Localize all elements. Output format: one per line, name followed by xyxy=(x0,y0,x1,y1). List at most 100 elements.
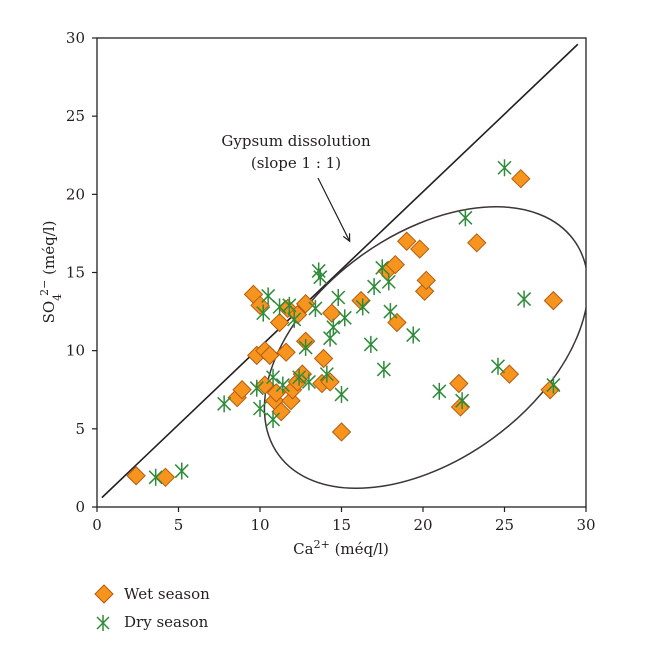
dry-season-point xyxy=(282,296,297,314)
legend-dry-marker xyxy=(96,615,110,631)
dry-season-point xyxy=(326,318,341,336)
wet-season-point xyxy=(410,239,430,259)
x-tick-label: 5 xyxy=(174,516,184,534)
dry-season-point xyxy=(546,376,561,394)
dry-season-point xyxy=(381,273,396,291)
dry-season-point xyxy=(319,365,334,383)
legend-wet-label: Wet season xyxy=(124,585,210,603)
y-tick-label: 20 xyxy=(66,185,85,203)
dry-season-point xyxy=(266,410,281,428)
dry-season-point xyxy=(252,400,268,418)
dry-season-point xyxy=(217,395,232,413)
wet-season-point xyxy=(250,295,270,316)
wet-season-point xyxy=(276,342,296,362)
dry-season-point xyxy=(458,209,473,227)
annotation-line2: (slope 1 : 1) xyxy=(251,154,341,172)
data-points xyxy=(126,159,564,488)
wet-season-point xyxy=(295,294,316,314)
x-tick-label: 0 xyxy=(92,516,102,534)
dry-season-point xyxy=(383,303,398,321)
wet-season-point xyxy=(126,466,146,486)
y-tick-label: 10 xyxy=(66,342,85,360)
y-axis-title-sup: 2− xyxy=(38,280,51,296)
gypsum-reference-line xyxy=(101,43,579,499)
dry-season-point xyxy=(337,309,352,327)
series-wet-season xyxy=(126,168,564,488)
wet-season-point xyxy=(260,345,280,366)
legend-wet-marker xyxy=(94,584,114,604)
y-tick-label: 0 xyxy=(75,498,85,516)
dry-season-point xyxy=(376,360,391,378)
wet-season-point xyxy=(467,233,487,253)
axis-tick-labels: 0 5 10 15 20 25 30 0 5 10 15 20 25 30 xyxy=(66,29,596,534)
wet-season-point xyxy=(543,290,564,311)
y-axis-title-sub: 4 xyxy=(51,294,64,301)
dry-season-point xyxy=(174,462,189,480)
dry-season-point xyxy=(432,382,447,400)
wet-season-point xyxy=(232,380,252,400)
axis-ticks xyxy=(92,37,587,512)
y-tick-label: 25 xyxy=(66,107,85,125)
y-axis-title: SO42− (méq/l) xyxy=(38,221,64,324)
dry-season-point xyxy=(261,287,276,305)
dry-season-point xyxy=(275,376,290,394)
wet-season-point xyxy=(271,401,291,422)
x-axis-title-unit: (méq/l) xyxy=(330,540,389,558)
dry-season-point xyxy=(497,159,512,177)
wet-season-point xyxy=(450,397,471,417)
wet-season-point xyxy=(396,231,417,251)
annotation-arrow xyxy=(317,177,351,242)
dry-season-point xyxy=(517,290,532,308)
y-tick-label: 30 xyxy=(66,29,85,47)
legend: Wet season Dry season xyxy=(94,584,210,631)
wet-season-point xyxy=(449,373,469,394)
wet-season-point xyxy=(313,348,334,369)
dry-season-point xyxy=(323,329,338,347)
y-axis-title-unit: (méq/l) xyxy=(40,221,58,280)
wet-season-point xyxy=(269,312,290,333)
x-tick-label: 20 xyxy=(413,516,432,534)
wet-season-point xyxy=(281,390,301,411)
dry-season-point xyxy=(367,278,382,296)
y-axis-title-base: SO xyxy=(40,301,58,324)
dry-season-point xyxy=(490,357,506,375)
dry-season-point xyxy=(249,379,264,397)
x-axis-title: Ca2+ (méq/l) xyxy=(293,538,389,559)
dry-season-point xyxy=(313,268,328,286)
wet-season-point xyxy=(416,270,436,291)
x-tick-label: 25 xyxy=(495,516,514,534)
wet-season-point xyxy=(511,168,531,189)
annotation-line1: Gypsum dissolution xyxy=(221,132,371,150)
wet-season-point xyxy=(385,254,405,275)
dry-season-point xyxy=(331,289,346,307)
y-tick-label: 5 xyxy=(75,420,85,438)
dry-season-point xyxy=(334,385,349,403)
wet-season-point xyxy=(331,422,352,442)
dry-season-point xyxy=(148,468,163,486)
dry-season-point xyxy=(375,259,390,277)
x-tick-label: 30 xyxy=(576,516,595,534)
annotation-arrowhead xyxy=(342,233,351,243)
dry-season-point xyxy=(287,310,302,328)
dry-season-point xyxy=(266,368,281,386)
x-tick-label: 10 xyxy=(250,516,269,534)
wet-season-point xyxy=(320,372,340,392)
x-axis-title-base: Ca xyxy=(293,540,313,558)
dry-season-point xyxy=(301,373,316,391)
y-tick-label: 15 xyxy=(66,264,85,282)
dry-season-point xyxy=(298,339,313,357)
x-axis-title-sup: 2+ xyxy=(314,538,330,551)
dry-season-point xyxy=(363,335,378,353)
dry-season-point xyxy=(292,368,307,386)
legend-dry-label: Dry season xyxy=(124,613,209,631)
dry-season-point xyxy=(308,299,323,317)
series-dry-season xyxy=(148,159,561,486)
dry-season-point xyxy=(256,304,271,322)
dry-season-point xyxy=(355,298,370,316)
grouping-ellipse xyxy=(263,206,586,490)
dry-season-point xyxy=(455,392,470,410)
wet-season-point xyxy=(351,290,371,311)
dry-season-point xyxy=(406,326,421,344)
wet-season-point xyxy=(322,303,342,323)
